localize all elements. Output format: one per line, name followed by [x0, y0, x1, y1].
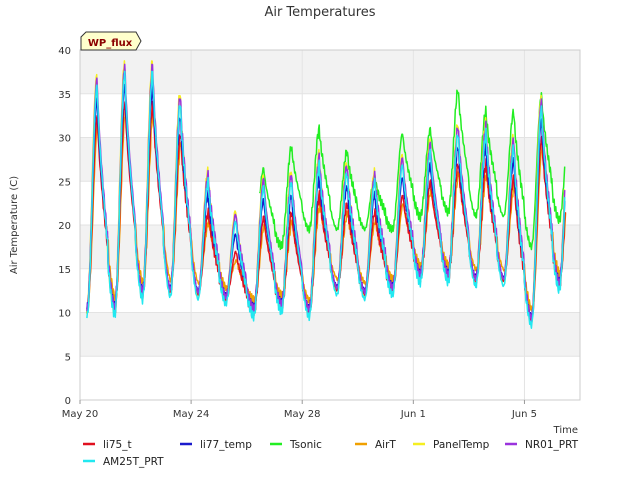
y-tick-label: 30 — [58, 134, 71, 145]
series-layer — [85, 60, 567, 329]
x-tick-label: May 28 — [284, 409, 321, 420]
y-tick-label: 0 — [65, 396, 71, 407]
legend-label: AM25T_PRT — [103, 456, 164, 468]
series-line-am25t-prt — [86, 70, 566, 329]
y-tick-labels: 0 5 10 15 20 25 30 35 40 — [58, 46, 71, 407]
chart-title: Air Temperatures — [264, 5, 375, 20]
legend-label: li77_temp — [200, 439, 252, 451]
badge-box — [80, 31, 142, 51]
y-tick-label: 5 — [65, 352, 71, 363]
y-tick-label: 15 — [58, 265, 71, 276]
legend: li75_t li77_temp Tsonic AirT PanelTemp NR01_P… — [83, 439, 579, 468]
x-axis-label: Time — [553, 425, 578, 436]
x-tick-label: Jun 1 — [400, 409, 426, 420]
y-tick-label: 40 — [58, 46, 71, 57]
plot-area-frame — [79, 49, 581, 401]
x-tick-labels: May 20 May 24 May 28 Jun 1 Jun 5 — [62, 400, 537, 420]
series-line-tsonic — [259, 89, 566, 251]
legend-label: li75_t — [103, 439, 132, 451]
x-tick-label: May 20 — [62, 409, 99, 420]
wp-flux-badge: WP_flux — [80, 31, 142, 51]
y-tick-label: 20 — [58, 221, 71, 232]
y-tick-label: 10 — [58, 309, 71, 320]
legend-label: PanelTemp — [433, 439, 490, 451]
background-band — [80, 312, 580, 357]
y-tick-label: 35 — [58, 90, 71, 101]
x-tick-label: May 24 — [173, 409, 210, 420]
legend-label: Tsonic — [289, 439, 322, 451]
legend-label: NR01_PRT — [525, 439, 579, 451]
background-band — [80, 50, 580, 94]
background-band — [80, 137, 580, 182]
badge-label: WP_flux — [88, 38, 133, 49]
y-axis-label: Air Temperature (C) — [9, 176, 20, 274]
series-line-paneltemp — [85, 60, 566, 325]
y-tick-label: 25 — [58, 177, 71, 188]
legend-label: AirT — [375, 439, 396, 451]
x-tick-label: Jun 5 — [511, 409, 537, 420]
